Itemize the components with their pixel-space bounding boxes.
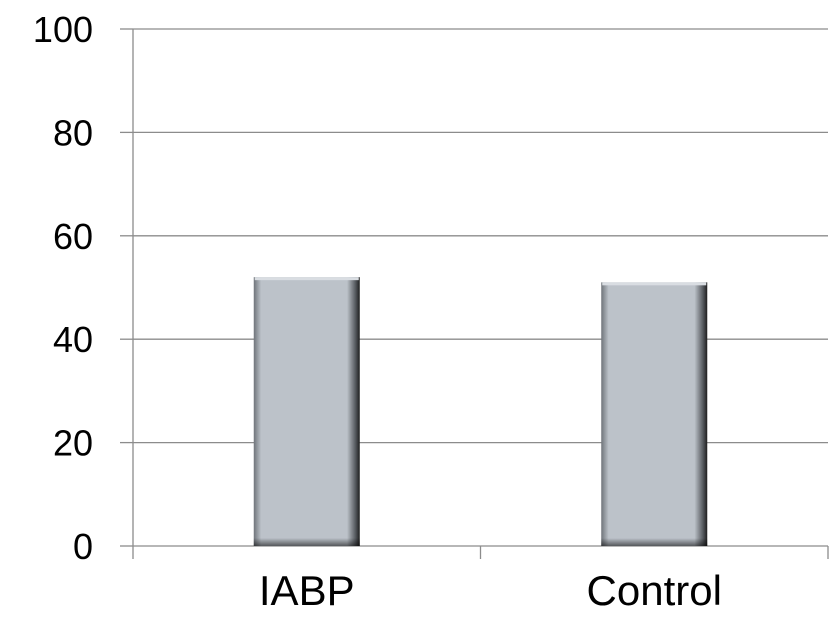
bar-control — [601, 282, 708, 546]
x-tick-label-control: Control — [587, 567, 722, 614]
y-tick-label-100: 100 — [33, 9, 93, 50]
bar-shade — [253, 277, 360, 546]
y-tick-label-40: 40 — [53, 319, 93, 360]
y-tick-label-60: 60 — [53, 216, 93, 257]
y-tick-label-0: 0 — [73, 526, 93, 567]
bar-shade — [601, 282, 708, 546]
y-tick-label-20: 20 — [53, 423, 93, 464]
x-tick-label-iabp: IABP — [259, 567, 355, 614]
gridlines — [133, 28, 828, 444]
x-tick-labels: IABP Control — [259, 567, 722, 614]
y-tick-labels: 0 20 40 60 80 100 — [33, 9, 93, 567]
bar-top-highlight — [254, 277, 359, 281]
bars — [253, 277, 708, 546]
y-tick-label-80: 80 — [53, 112, 93, 153]
axes — [120, 28, 829, 559]
bar-iabp — [253, 277, 360, 546]
bar-top-highlight — [602, 282, 707, 286]
